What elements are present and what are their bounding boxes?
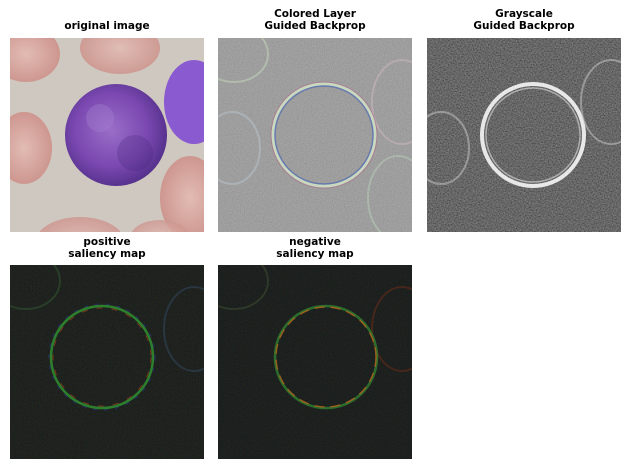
- panel-title-positive-saliency-map: positive saliency map: [68, 236, 146, 260]
- colored-guided-backprop-image: [218, 38, 412, 232]
- negative-saliency-map-image: [218, 265, 412, 459]
- original-cell-image: [10, 38, 204, 232]
- positive-saliency-map-image: [10, 265, 204, 459]
- panel-title-colored-guided-backprop: Colored Layer Guided Backprop: [264, 8, 366, 32]
- panel-title-negative-saliency-map: negative saliency map: [276, 236, 354, 260]
- grayscale-guided-backprop-image: [427, 38, 621, 232]
- panel-title-grayscale-guided-backprop: Grayscale Guided Backprop: [473, 8, 575, 32]
- panel-title-original-image: original image: [64, 20, 150, 32]
